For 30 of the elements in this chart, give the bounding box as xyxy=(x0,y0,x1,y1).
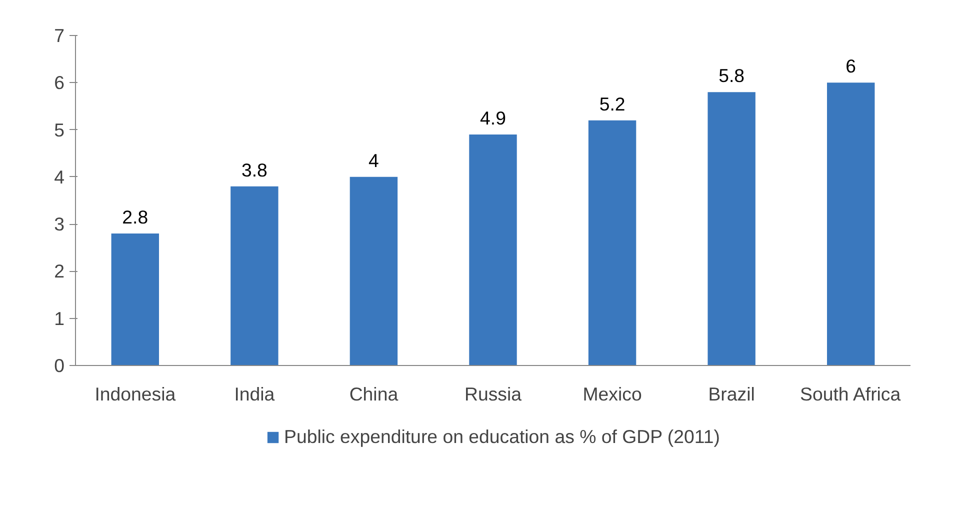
bar xyxy=(230,186,278,366)
data-label: 4.9 xyxy=(480,108,506,128)
bar xyxy=(588,120,636,366)
x-tick-label: Brazil xyxy=(708,384,755,404)
bar xyxy=(111,234,159,366)
x-tick-label: Russia xyxy=(464,384,522,404)
x-tick-label: South Africa xyxy=(800,384,902,404)
bar xyxy=(350,176,398,366)
x-tick-label: Indonesia xyxy=(94,384,176,404)
bar xyxy=(469,134,517,366)
legend-label: Public expenditure on education as % of GDP (2011) xyxy=(284,426,720,448)
x-tick-label: China xyxy=(349,384,399,404)
data-label: 4 xyxy=(368,150,379,171)
y-tick-label: 4 xyxy=(54,166,65,188)
data-label: 3.8 xyxy=(241,159,268,180)
y-tick-label: 7 xyxy=(54,25,65,46)
bar xyxy=(708,92,756,366)
y-tick-label: 0 xyxy=(54,355,65,376)
y-tick-label: 2 xyxy=(54,260,65,282)
y-tick-label: 6 xyxy=(54,72,65,94)
x-tick-label: Mexico xyxy=(582,384,642,404)
data-label: 2.8 xyxy=(122,206,148,228)
data-label: 5.2 xyxy=(599,93,626,114)
y-tick-label: 1 xyxy=(54,308,65,329)
bar xyxy=(827,82,875,366)
y-tick-label: 5 xyxy=(54,119,65,140)
data-label: 5.8 xyxy=(718,65,745,86)
data-label: 6 xyxy=(846,56,856,77)
y-tick-label: 3 xyxy=(54,214,65,235)
x-tick-label: India xyxy=(234,384,276,404)
